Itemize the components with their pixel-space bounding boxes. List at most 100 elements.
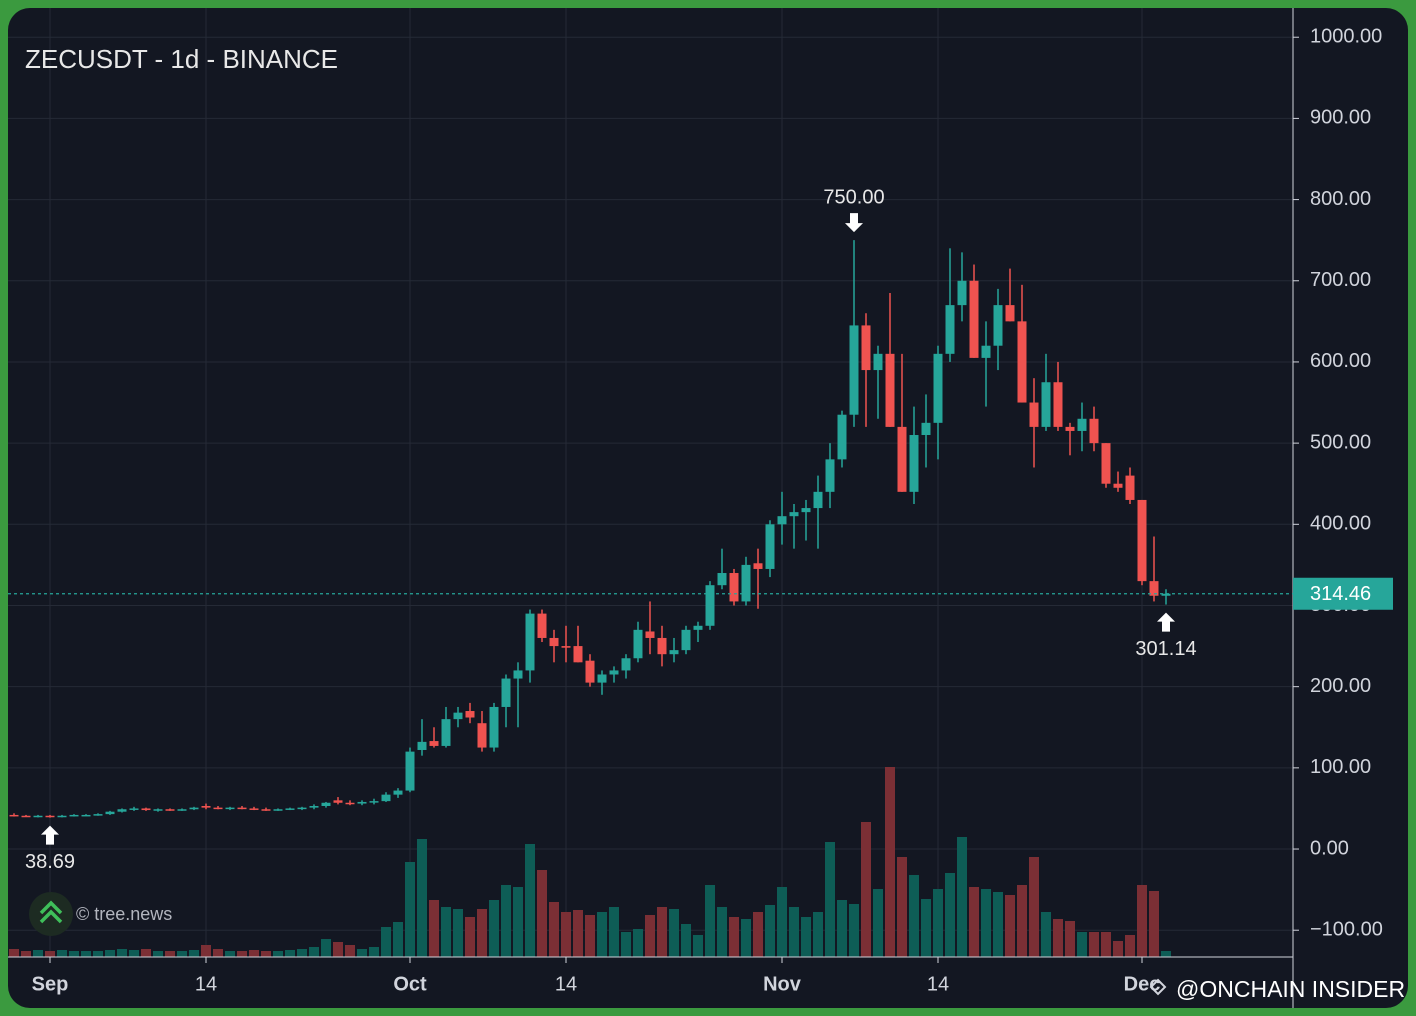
- candle-body: [141, 808, 151, 811]
- volume-layer: [9, 767, 1171, 957]
- volume-bar: [309, 947, 319, 957]
- volume-bar: [33, 950, 43, 957]
- brand-mark: [1149, 978, 1167, 996]
- candle-body: [849, 325, 859, 415]
- candle-body: [897, 426, 907, 492]
- candle-body: [933, 353, 943, 423]
- candle-body: [1041, 382, 1051, 427]
- candle-body: [405, 751, 415, 791]
- y-tick-label: 600.00: [1310, 350, 1371, 372]
- volume-bar: [789, 907, 799, 957]
- volume-bar: [525, 844, 535, 957]
- candle-body: [69, 814, 79, 817]
- candle-body: [777, 516, 787, 525]
- candle-body: [957, 280, 967, 306]
- grid: [8, 8, 1293, 957]
- volume-bar: [1017, 885, 1027, 957]
- candle-body: [213, 807, 223, 810]
- candle-body: [1161, 593, 1171, 596]
- candle-body: [285, 808, 295, 810]
- candle-body: [1053, 382, 1063, 427]
- candle-body: [33, 815, 43, 818]
- volume-bar: [21, 951, 31, 957]
- volume-bar: [561, 912, 571, 957]
- volume-bar: [177, 951, 187, 957]
- y-tick-label: 1000.00: [1310, 26, 1382, 48]
- candle-body: [93, 814, 103, 816]
- candle-body: [309, 806, 319, 808]
- volume-bar: [261, 951, 271, 957]
- candle-body: [321, 802, 331, 807]
- candle-body: [105, 811, 115, 815]
- candle-body: [1101, 443, 1111, 484]
- candle-body: [177, 809, 187, 811]
- volume-bar: [489, 900, 499, 957]
- candle-body: [525, 613, 535, 671]
- candle-body: [645, 631, 655, 638]
- volume-bar: [369, 947, 379, 957]
- volume-bar: [1161, 951, 1171, 957]
- volume-bar: [669, 909, 679, 957]
- candle-body: [789, 512, 799, 517]
- candle-body: [993, 305, 1003, 346]
- annotation-label: 750.00: [823, 186, 884, 208]
- candle-body: [981, 345, 991, 358]
- volume-bar: [549, 902, 559, 957]
- candle-body: [1089, 418, 1099, 444]
- candle-body: [237, 807, 247, 810]
- candle-body: [501, 678, 511, 707]
- candle-body: [441, 719, 451, 746]
- volume-bar: [1053, 919, 1063, 957]
- candle-body: [1113, 483, 1123, 488]
- volume-bar: [1029, 857, 1039, 957]
- volume-bar: [9, 949, 19, 957]
- candle-body: [813, 491, 823, 509]
- candle-body: [1077, 418, 1087, 431]
- candle-body: [705, 585, 715, 626]
- candle-body: [429, 741, 439, 746]
- candle-body: [765, 524, 775, 569]
- volume-bar: [753, 912, 763, 957]
- watermark: © tree.news: [76, 904, 172, 924]
- volume-bar: [453, 909, 463, 957]
- annotation-label: 38.69: [25, 851, 75, 873]
- candle-body: [1017, 321, 1027, 403]
- candle-body: [729, 573, 739, 602]
- volume-bar: [573, 910, 583, 957]
- candle-body: [885, 353, 895, 427]
- candle-body: [417, 741, 427, 750]
- volume-bar: [1089, 932, 1099, 957]
- x-tick-label: Dec: [1124, 973, 1161, 995]
- volume-bar: [897, 857, 907, 957]
- last-price-box: [1293, 577, 1393, 610]
- volume-bar: [477, 909, 487, 957]
- candle-body: [9, 814, 19, 817]
- candle-body: [837, 414, 847, 460]
- candle-body: [165, 809, 175, 811]
- volume-bar: [93, 951, 103, 957]
- volume-bar: [381, 927, 391, 957]
- volume-bar: [1137, 885, 1147, 957]
- volume-bar: [861, 822, 871, 957]
- volume-bar: [81, 951, 91, 957]
- y-tick-label: 700.00: [1310, 269, 1371, 291]
- panel: [8, 8, 1408, 1008]
- volume-bar: [633, 929, 643, 957]
- candle-body: [609, 670, 619, 675]
- volume-bar: [441, 907, 451, 957]
- candle-body: [117, 809, 127, 812]
- volume-bar: [249, 950, 259, 957]
- volume-bar: [465, 917, 475, 957]
- annotation-arrow: [845, 213, 863, 233]
- volume-bar: [957, 837, 967, 957]
- volume-bar: [141, 949, 151, 957]
- candle-body: [297, 807, 307, 810]
- volume-bar: [165, 951, 175, 957]
- candle-body: [717, 573, 727, 586]
- volume-bar: [873, 889, 883, 957]
- candle-body: [1005, 305, 1015, 322]
- y-tick-label: 800.00: [1310, 188, 1371, 210]
- candle-body: [489, 706, 499, 748]
- volume-bar: [333, 942, 343, 957]
